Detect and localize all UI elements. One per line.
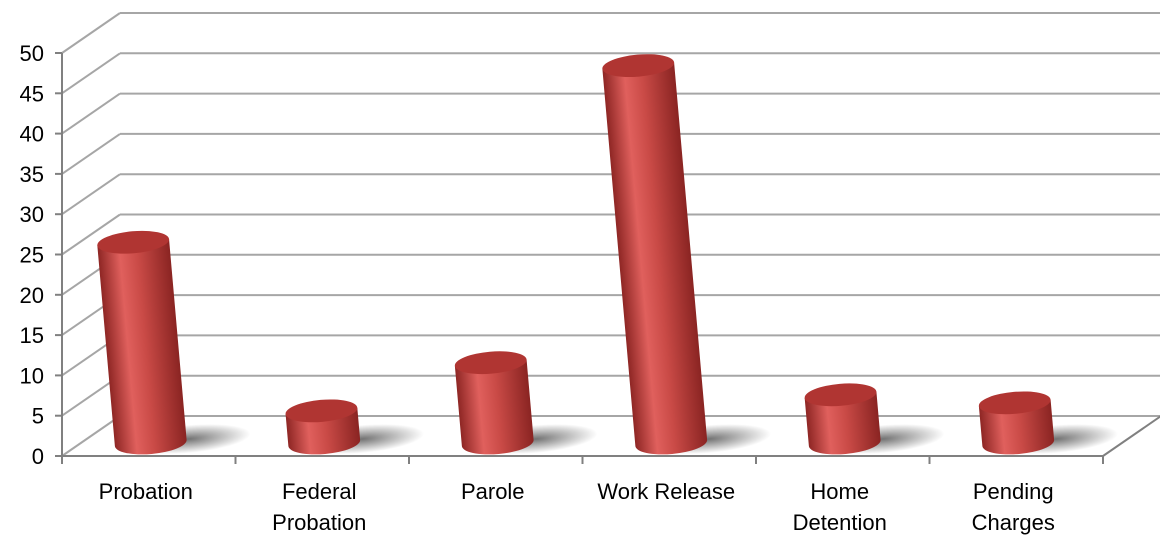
bars [97,54,1119,455]
bar-top [285,399,358,423]
y-tick-label: 35 [20,162,44,187]
x-category-label: Home Detention [793,479,887,535]
y-tick-label: 45 [20,81,44,106]
x-category-label: Pending Charges [972,479,1055,535]
bar-probation [97,239,187,455]
x-category-label: Federal Probation [272,479,366,535]
bar-top [804,383,877,407]
bar-top [602,54,675,78]
y-tick-label: 50 [20,41,44,66]
y-tick-label: 25 [20,243,44,268]
y-tick-label: 10 [20,363,44,388]
x-category-label: Probation [99,479,193,504]
y-tick-label: 5 [32,404,44,429]
y-tick-label: 40 [20,122,44,147]
x-category-label: Work Release [597,479,735,504]
y-tick-label: 0 [32,444,44,469]
bar-top [454,351,527,375]
axes [55,52,1160,464]
bar-top [978,391,1051,415]
bar-top [97,230,170,254]
gridline-diagonal [61,12,121,54]
labels: 0 5 10 15 20 25 30 35 40 45 50 Probation Federal Prob… [20,41,1055,535]
gridline-diagonal [61,52,121,95]
bar-parole [454,359,534,455]
bar-home-detention [804,391,881,455]
y-tick-label: 20 [20,283,44,308]
y-tick-label: 30 [20,202,44,227]
gridline-diagonal [61,415,121,457]
floor-right-edge [1102,415,1160,457]
gridline-diagonal [61,92,121,135]
x-category-label: Parole [461,479,525,504]
bar-work-release [602,62,708,455]
gridline-diagonal [61,213,121,256]
gridline-diagonal [61,173,121,216]
gridline-diagonal [61,133,121,175]
y-tick-label: 15 [20,323,44,348]
